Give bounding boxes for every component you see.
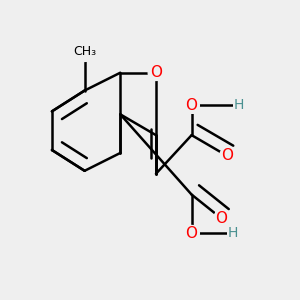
Text: O: O (215, 211, 227, 226)
Text: O: O (186, 98, 198, 113)
Circle shape (148, 65, 164, 80)
Circle shape (75, 42, 94, 62)
Circle shape (220, 148, 235, 164)
Text: O: O (186, 226, 198, 241)
Text: O: O (150, 65, 162, 80)
Text: O: O (221, 148, 233, 164)
Text: H: H (228, 226, 238, 240)
Circle shape (214, 211, 229, 226)
Text: H: H (234, 98, 244, 112)
Text: CH₃: CH₃ (73, 45, 96, 58)
Circle shape (184, 98, 199, 113)
Circle shape (184, 226, 199, 241)
